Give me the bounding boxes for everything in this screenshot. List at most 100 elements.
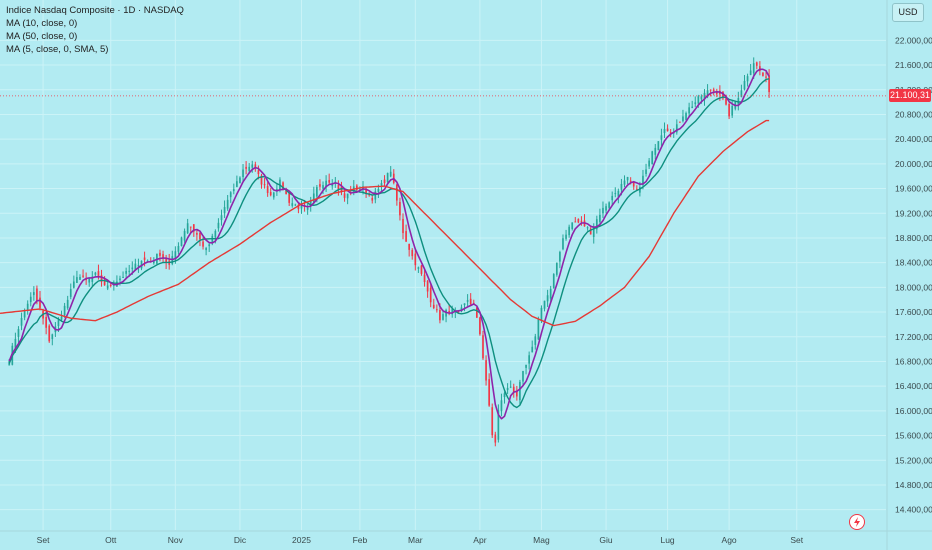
x-tick-label: Feb [353,535,368,545]
candle-body [682,116,684,122]
candle-body [728,103,730,117]
currency-button[interactable]: USD [892,3,924,22]
candle-body [214,231,217,238]
candle-body [220,215,223,221]
candle-body [202,241,204,247]
candle-body [248,166,251,171]
candle-body [236,181,238,187]
candle-body [722,91,724,99]
candle-body [451,308,454,315]
candle-body [417,267,420,269]
y-tick-label: 16.400,00 [895,381,932,391]
candle-body [574,221,577,223]
candle-body [134,263,137,270]
candle-body [192,224,195,232]
x-tick-label: Giu [599,535,613,545]
candle-body [368,194,371,196]
symbol-title[interactable]: Indice Nasdaq Composite · 1D · NASDAQ [6,5,184,16]
candle-body [85,278,87,281]
candle-body [285,190,287,194]
candle-body [663,128,666,133]
candle-body [632,181,635,187]
candle-body [731,105,734,116]
x-tick-label: Mar [408,535,423,545]
candle-body [174,251,177,260]
x-tick-label: 2025 [292,535,311,545]
candle-body [552,274,555,288]
candle-body [599,214,601,222]
candle-body [343,193,346,198]
candle-body [319,184,321,187]
candle-body [143,257,146,260]
candle-body [700,96,703,100]
candle-body [423,274,426,283]
candle-body [374,191,377,200]
candle-body [549,288,552,299]
candle-body [100,275,103,282]
candle-body [436,309,438,311]
candle-body [94,272,97,275]
ma5-legend[interactable]: MA (5, close, 0, SMA, 5) [6,44,109,55]
candle-body [691,106,694,108]
candle-body [765,76,767,78]
candle-body [497,410,500,440]
candle-body [559,252,561,262]
candle-body [589,228,592,235]
candle-body [223,207,226,214]
candle-body [715,92,718,95]
y-tick-label: 18.400,00 [895,258,932,268]
candle-body [506,387,509,391]
candle-body [614,193,617,195]
candle-body [645,169,647,174]
x-tick-label: Mag [533,535,550,545]
candle-body [402,218,404,234]
candle-body [540,307,543,321]
candle-body [39,297,41,308]
x-tick-label: Ago [722,535,737,545]
candle-body [525,364,527,368]
candle-body [565,234,567,239]
candle-body [457,311,460,313]
candle-body [377,188,380,192]
candle-body [697,96,700,104]
candle-body [306,207,309,210]
candle-body [629,180,632,182]
candle-body [555,262,558,275]
candle-body [405,231,407,242]
candle-body [386,172,389,183]
candle-body [291,203,294,206]
candle-body [577,218,580,223]
flash-icon[interactable] [849,514,865,530]
candle-body [580,220,583,222]
candle-body [316,187,318,197]
candle-body [608,202,610,208]
candle-body [356,185,358,191]
candle-body [666,128,669,132]
candle-body [479,317,481,335]
y-tick-label: 21.600,00 [895,60,932,70]
candle-body [620,183,623,190]
candle-body [669,132,672,134]
candle-body [137,265,140,267]
candle-body [45,316,47,328]
candle-body [651,151,654,165]
y-tick-label: 18.000,00 [895,282,932,292]
y-tick-label: 16.000,00 [895,406,932,416]
candle-body [743,80,746,90]
candle-body [36,288,38,302]
ma50-legend[interactable]: MA (50, close, 0) [6,31,78,42]
candle-body [500,400,503,412]
candle-body [272,192,275,198]
ma50-line [0,119,770,327]
candle-body [205,248,207,251]
candle-body [519,381,521,401]
y-tick-label: 22.000,00 [895,35,932,45]
candle-body [448,311,450,313]
candle-body [269,191,272,196]
candle-body [199,232,201,240]
ma10-legend[interactable]: MA (10, close, 0) [6,18,78,29]
y-tick-label: 17.200,00 [895,332,932,342]
candle-body [26,303,29,311]
